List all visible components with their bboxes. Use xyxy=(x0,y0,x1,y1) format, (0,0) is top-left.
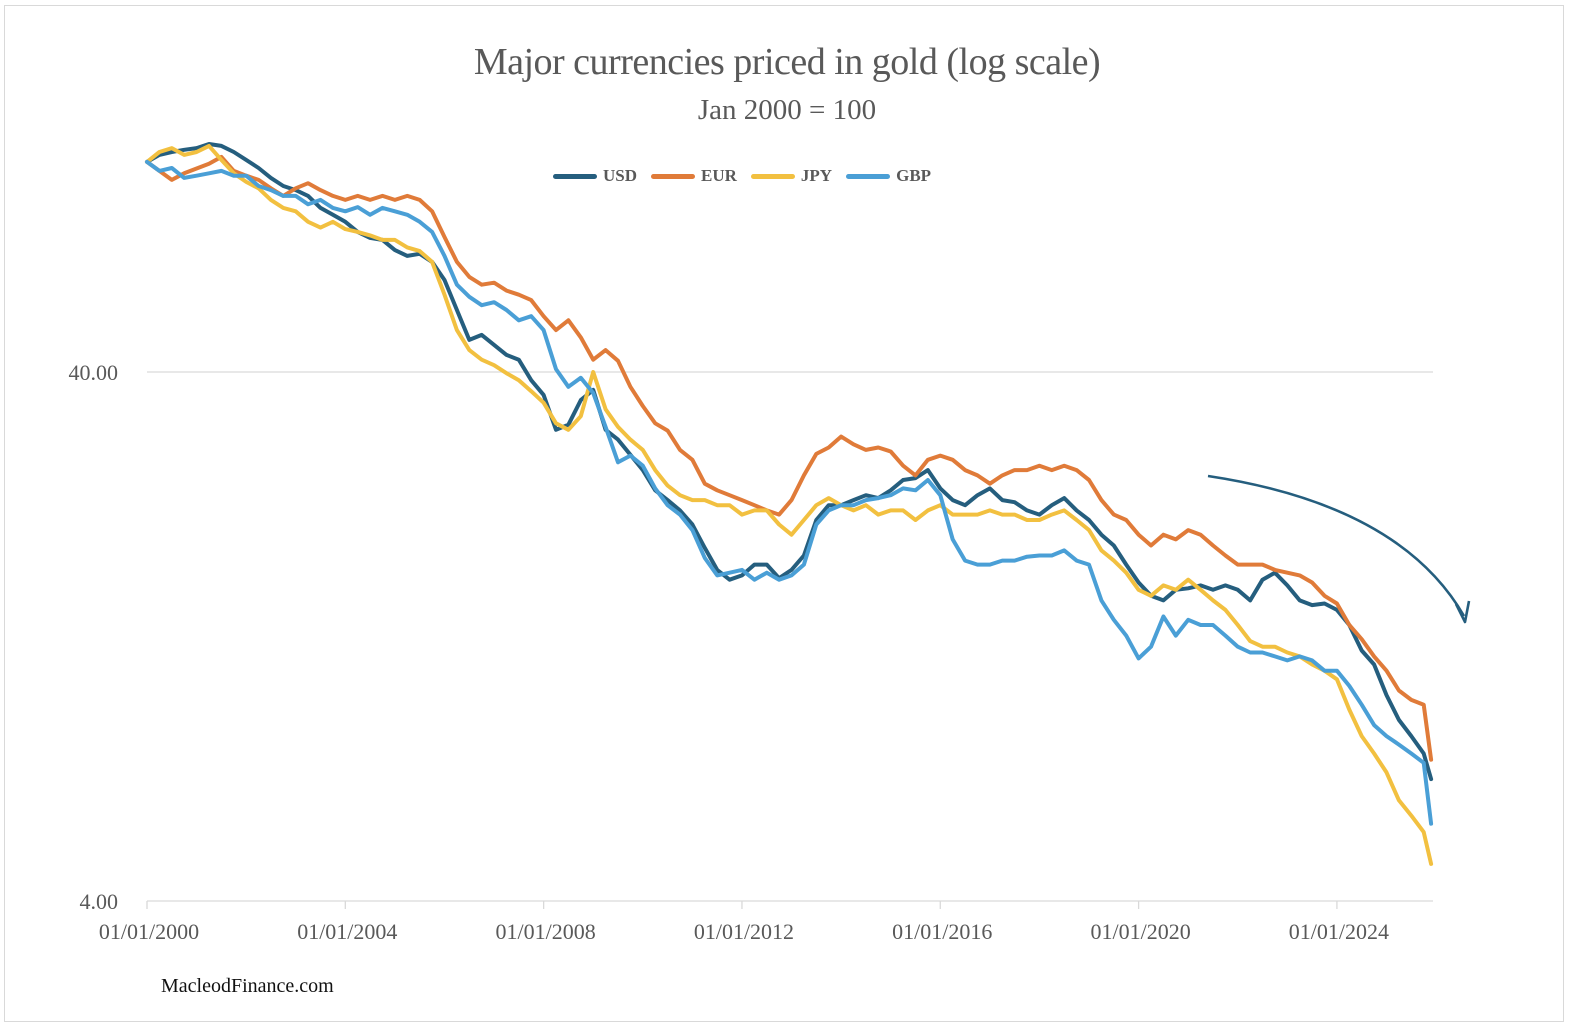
chart-subtitle: Jan 2000 = 100 xyxy=(697,94,877,126)
watermark: MacleodFinance.com xyxy=(161,975,334,997)
arrow-head-icon xyxy=(1454,600,1471,624)
chart-title: Major currencies priced in gold (log sca… xyxy=(473,41,1101,83)
x-tick-label: 01/01/2008 xyxy=(496,919,596,944)
gridlines xyxy=(147,371,1433,902)
x-tick-label: 01/01/2020 xyxy=(1090,919,1190,944)
y-axis: 4.00 40.00 xyxy=(69,360,119,914)
x-axis: 01/01/2000 01/01/2004 01/01/2008 01/01/2012… xyxy=(99,901,1389,944)
legend-item-usd: USD xyxy=(553,166,637,186)
series-lines xyxy=(145,142,1434,866)
legend-label-jpy: JPY xyxy=(800,166,833,185)
y-tick-label: 40.00 xyxy=(69,360,119,385)
x-tick-label: 01/01/2000 xyxy=(99,919,199,944)
legend-swatch-eur xyxy=(651,173,696,179)
trend-arrow xyxy=(1207,474,1466,617)
legend-item-eur: EUR xyxy=(651,166,737,186)
x-tick-label: 01/01/2004 xyxy=(297,919,397,944)
legend-item-gbp: GBP xyxy=(846,166,931,186)
legend-swatch-gbp xyxy=(846,173,891,179)
legend-swatch-jpy xyxy=(750,173,795,179)
series-line-usd xyxy=(145,142,1434,782)
legend-label-usd: USD xyxy=(603,166,638,185)
series-line-eur xyxy=(145,154,1434,762)
x-tick-label: 01/01/2012 xyxy=(694,919,794,944)
series-line-gbp xyxy=(145,159,1434,826)
x-tick-label: 01/01/2016 xyxy=(892,919,992,944)
legend-item-jpy: JPY xyxy=(750,166,833,186)
x-tick-label: 01/01/2024 xyxy=(1289,919,1389,944)
y-tick-label: 4.00 xyxy=(80,889,119,914)
legend: USD EUR JPY GBP xyxy=(553,166,945,186)
legend-swatch-usd xyxy=(553,173,597,179)
legend-label-gbp: GBP xyxy=(896,166,932,185)
legend-label-eur: EUR xyxy=(701,166,737,185)
series-line-jpy xyxy=(145,143,1434,866)
annotations xyxy=(1207,474,1471,624)
